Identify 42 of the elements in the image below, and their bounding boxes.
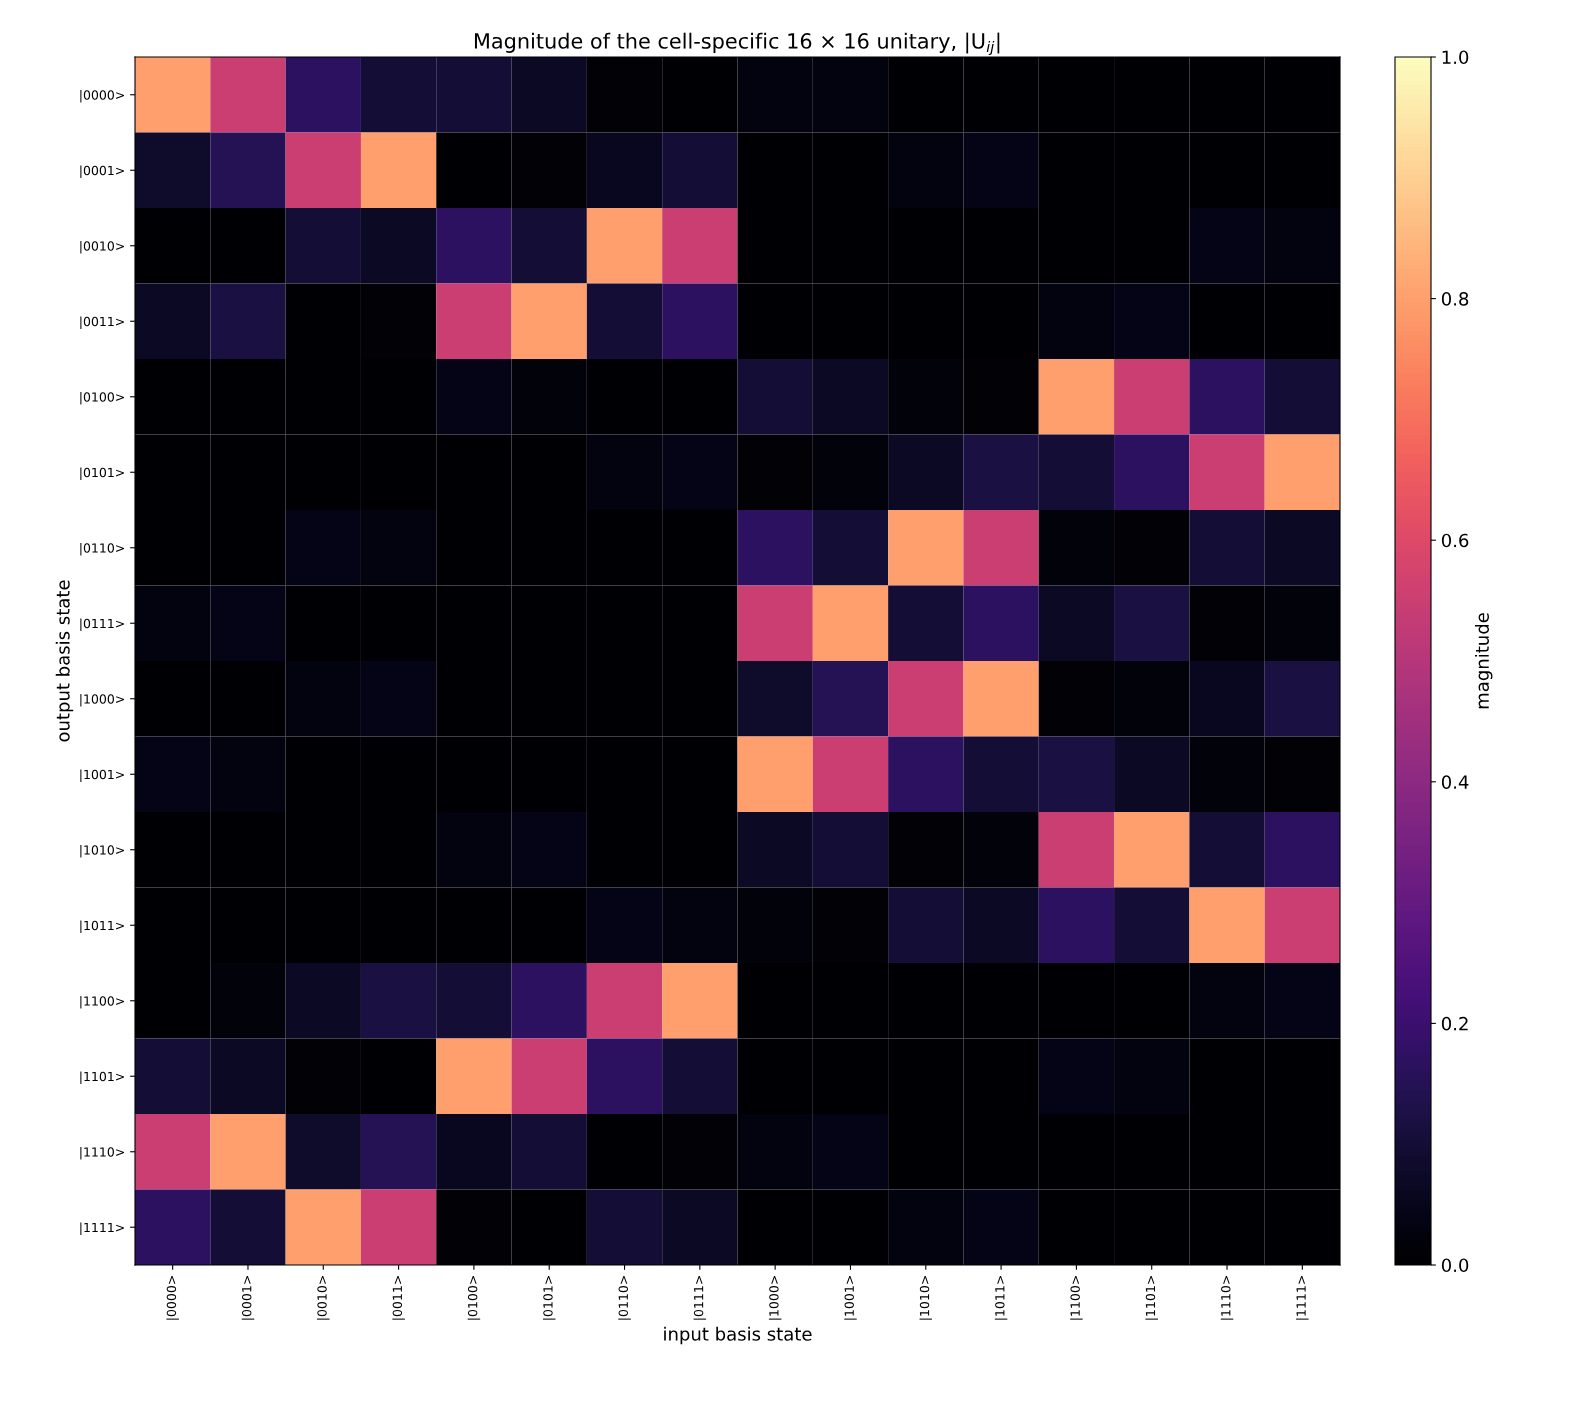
x-tick-label: |1001> xyxy=(844,1276,857,1320)
x-tick-label: |1000> xyxy=(768,1276,782,1320)
y-tick-label: |1110> xyxy=(80,1146,124,1160)
y-tick-label: |0001> xyxy=(80,165,124,178)
color-bar-label: 0.6 xyxy=(1441,533,1469,548)
x-tick-label: |1010> xyxy=(919,1276,933,1320)
y-tick-label: |1100> xyxy=(80,995,124,1009)
color-bar-label: 1.0 xyxy=(1442,50,1469,65)
x-tick-label: |1101> xyxy=(1145,1276,1158,1320)
x-axis-title: input basis state xyxy=(664,1326,812,1345)
y-tick-label: |1000> xyxy=(80,693,124,707)
x-tick-label: |0111> xyxy=(693,1276,707,1320)
color-bar-label: 0.4 xyxy=(1441,775,1469,789)
y-tick-label: |1101> xyxy=(80,1071,124,1084)
color-bar-title: magnitude xyxy=(1474,613,1493,709)
y-tick-label: |0010> xyxy=(80,240,124,254)
y-tick-label: |0111> xyxy=(80,618,124,631)
x-tick-label: |0010> xyxy=(317,1276,330,1320)
y-axis-title: output basis state xyxy=(55,580,74,742)
y-tick-label: |0110> xyxy=(80,542,124,556)
x-tick-label: |0011> xyxy=(392,1276,405,1320)
x-tick-label: |0101> xyxy=(542,1276,556,1320)
chart-title: Magnitude of the cell-specific 16 × 16 unitary, |U$_{ij}$| xyxy=(474,32,1000,55)
y-tick-label: |1010> xyxy=(80,844,124,858)
y-tick-label: |1111> xyxy=(80,1222,124,1235)
y-tick-label: |0000> xyxy=(80,89,124,103)
y-tick-label: |0011> xyxy=(80,316,124,329)
y-tick-label: |0101> xyxy=(80,467,124,480)
color-bar-label: 0.2 xyxy=(1441,1016,1468,1031)
x-tick-label: |1110> xyxy=(1220,1276,1234,1320)
color-bar-label: 0.0 xyxy=(1441,1258,1469,1273)
x-tick-label: |0110> xyxy=(618,1276,631,1320)
y-tick-label: |1011> xyxy=(80,920,124,933)
y-tick-label: |0100> xyxy=(80,391,124,405)
y-tick-label: |1001> xyxy=(80,769,124,782)
x-tick-label: |0000> xyxy=(166,1276,179,1320)
x-tick-label: |0100> xyxy=(467,1276,481,1320)
x-tick-label: |1011> xyxy=(994,1276,1008,1320)
color-bar-label: 0.8 xyxy=(1441,292,1469,306)
x-tick-label: |1100> xyxy=(1070,1276,1083,1320)
x-tick-label: |1111> xyxy=(1296,1276,1309,1320)
x-tick-label: |0001> xyxy=(241,1276,255,1320)
